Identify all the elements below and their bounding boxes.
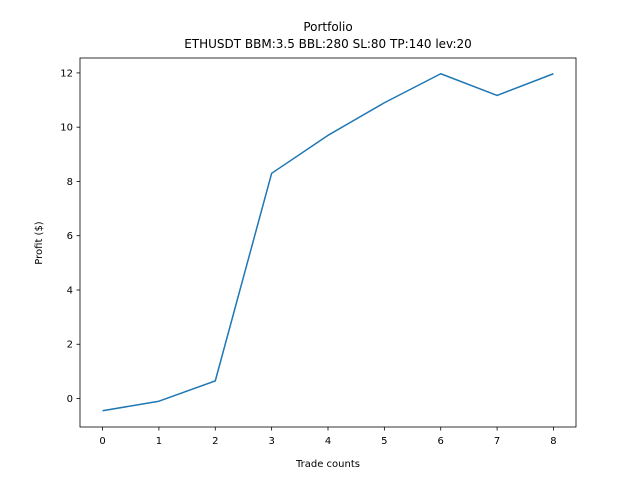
- x-tick-label-0: 0: [99, 436, 105, 447]
- y-tick-label-8: 8: [67, 177, 73, 188]
- chart-subtitle: ETHUSDT BBM:3.5 BBL:280 SL:80 TP:140 lev…: [184, 37, 472, 51]
- x-axis-label: Trade counts: [295, 459, 360, 470]
- x-tick-label-7: 7: [494, 436, 500, 447]
- y-axis-label: Profit ($): [34, 221, 45, 265]
- x-tick-label-6: 6: [438, 436, 444, 447]
- x-tick-label-8: 8: [550, 436, 556, 447]
- x-tick-label-4: 4: [325, 436, 331, 447]
- y-tick-label-0: 0: [67, 394, 73, 405]
- y-tick-label-4: 4: [67, 285, 73, 296]
- y-tick-label-6: 6: [67, 231, 73, 242]
- y-tick-label-12: 12: [60, 68, 73, 79]
- x-tick-label-2: 2: [212, 436, 218, 447]
- x-tick-label-5: 5: [381, 436, 387, 447]
- x-tick-label-3: 3: [268, 436, 274, 447]
- x-tick-label-1: 1: [156, 436, 162, 447]
- series-line-0: [102, 72, 554, 412]
- y-tick-label-10: 10: [60, 123, 73, 134]
- chart-title: Portfolio: [303, 20, 352, 34]
- y-tick-label-2: 2: [67, 340, 73, 351]
